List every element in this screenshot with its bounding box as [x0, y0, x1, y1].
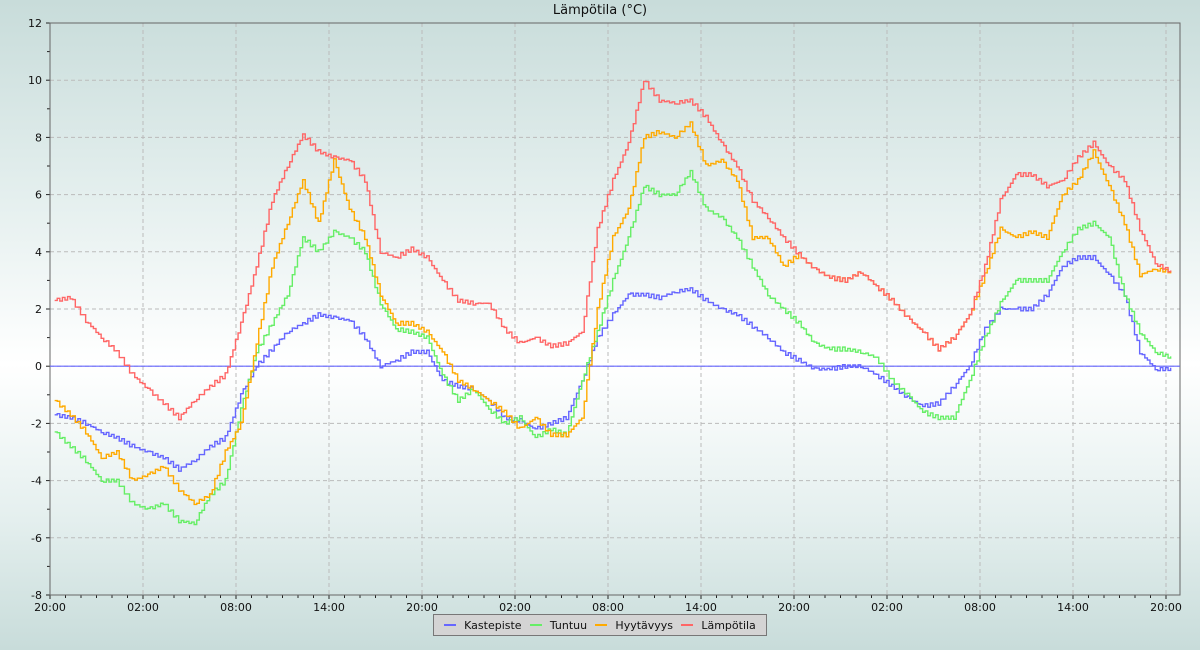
- legend-swatch: [595, 624, 608, 626]
- y-tick-label: 2: [35, 303, 42, 316]
- y-tick-label: -6: [31, 532, 42, 545]
- legend-item-lampotila: Lämpötila: [681, 618, 756, 632]
- x-tick-label: 02:00: [499, 601, 531, 614]
- x-tick-label: 08:00: [220, 601, 252, 614]
- x-tick-label: 20:00: [1150, 601, 1182, 614]
- legend-item-tuntuu: Tuntuu: [529, 618, 588, 632]
- legend-swatch: [529, 624, 542, 626]
- y-tick-label: -2: [31, 417, 42, 430]
- legend-label: Kastepiste: [464, 618, 522, 632]
- x-tick-label: 20:00: [406, 601, 438, 614]
- y-tick-label: 10: [28, 74, 42, 87]
- series-line-kastepiste: [54, 254, 1172, 472]
- legend-swatch: [444, 624, 457, 626]
- x-tick-label: 08:00: [964, 601, 996, 614]
- x-tick-label: 14:00: [313, 601, 345, 614]
- x-tick-label: 20:00: [778, 601, 810, 614]
- x-tick-label: 02:00: [871, 601, 903, 614]
- legend-label: Tuntuu: [549, 618, 588, 632]
- y-tick-label: 12: [28, 17, 42, 30]
- x-tick-label: 02:00: [127, 601, 159, 614]
- series-line-tuntuu: [54, 169, 1172, 526]
- x-tick-label: 14:00: [685, 601, 717, 614]
- legend-swatch: [681, 624, 694, 626]
- y-tick-label: -4: [31, 475, 42, 488]
- y-tick-label: 6: [35, 189, 42, 202]
- x-tick-label: 08:00: [592, 601, 624, 614]
- legend-label: Lämpötila: [701, 618, 756, 632]
- chart-title: Lämpötila (°C): [552, 3, 648, 18]
- y-tick-label: 8: [35, 131, 42, 144]
- legend-item-kastepiste: Kastepiste: [444, 618, 522, 632]
- y-tick-label: -8: [31, 589, 42, 602]
- legend-item-hyytavyys: Hyytävyys: [595, 619, 673, 632]
- plot-frame: [49, 22, 1181, 596]
- y-tick-label: 0: [35, 360, 42, 373]
- series-line-lämpötila: [54, 80, 1172, 421]
- legend-label: Hyytävyys: [615, 618, 674, 632]
- x-tick-label: 14:00: [1057, 601, 1089, 614]
- x-tick-label: 20:00: [34, 601, 66, 614]
- y-tick-label: 4: [35, 246, 42, 259]
- legend: Kastepiste Tuntuu Hyytävyys Lämpötila: [433, 614, 767, 636]
